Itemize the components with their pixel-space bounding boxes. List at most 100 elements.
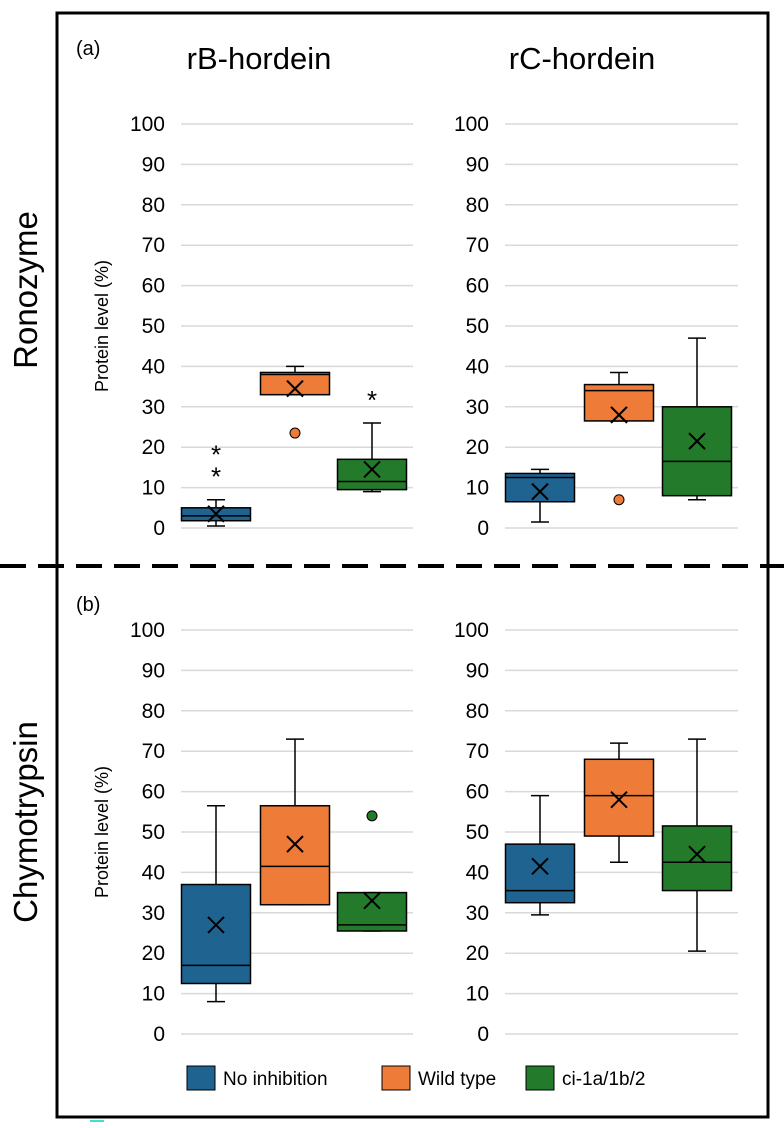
y-tick-label: 50 (142, 821, 165, 844)
y-tick-label: 80 (142, 700, 165, 723)
y-tick-label: 90 (142, 659, 165, 682)
significance-marker: * (211, 462, 221, 492)
row-label-chymotrypsin: Chymotrypsin (7, 721, 44, 923)
legend-swatch-wild-type (381, 1065, 411, 1091)
y-axis-label: Protein level (%) (92, 260, 112, 392)
y-tick-label: 60 (142, 275, 165, 298)
outlier-point (289, 427, 301, 439)
box-body (661, 406, 733, 497)
mean-marker (363, 891, 381, 910)
y-tick-label: 10 (466, 477, 489, 500)
mean-marker (610, 790, 628, 809)
y-tick-label: 70 (142, 740, 165, 763)
y-tick-label: 10 (142, 477, 165, 500)
y-tick-label: 40 (466, 861, 489, 884)
y-tick-label: 60 (142, 781, 165, 804)
y-tick-label: 20 (142, 942, 165, 965)
y-tick-label: 0 (153, 517, 165, 540)
y-tick-label: 50 (466, 821, 489, 844)
mean-marker (286, 379, 304, 398)
box-body (180, 883, 252, 985)
legend-label-no-inhibition: No inhibition (223, 1069, 328, 1090)
legend-label-wild-type: Wild type (418, 1069, 496, 1090)
mean-marker (531, 482, 549, 501)
y-tick-label: 70 (466, 740, 489, 763)
box-body (583, 758, 655, 837)
y-tick-label: 60 (466, 781, 489, 804)
box-body (336, 458, 408, 491)
box-body (661, 825, 733, 892)
significance-marker: * (367, 385, 377, 415)
box-wild-type (259, 738, 331, 906)
box-no-inhibition (180, 498, 252, 527)
panel-label-a: (a) (76, 38, 100, 60)
outlier-point (366, 810, 378, 822)
box-wild-type (583, 371, 655, 506)
mean-marker (531, 857, 549, 876)
y-tick-label: 60 (466, 275, 489, 298)
y-tick-label: 50 (466, 315, 489, 338)
y-tick-label: 30 (142, 902, 165, 925)
y-tick-label: 100 (130, 619, 165, 642)
box-ci-1a-1b-2 (661, 337, 733, 501)
chart-chymotrypsin-rC: 0 10 20 30 40 50 60 70 80 90 100 (454, 619, 738, 1046)
y-tick-label: 100 (454, 619, 489, 642)
y-tick-label: 70 (142, 234, 165, 257)
y-tick-label: 10 (142, 983, 165, 1006)
y-tick-label: 30 (466, 902, 489, 925)
y-tick-label: 30 (466, 396, 489, 419)
panel-label-b: (b) (76, 594, 100, 616)
legend-swatch-ci (525, 1065, 555, 1091)
chart-ronozyme-rB: 0 10 20 30 40 50 60 70 80 90 100 Protein level (%) *… (92, 113, 413, 540)
y-tick-label: 80 (466, 194, 489, 217)
y-tick-label: 100 (454, 113, 489, 136)
y-tick-label: 40 (142, 355, 165, 378)
y-tick-label: 90 (466, 153, 489, 176)
box-wild-type (259, 365, 331, 439)
mean-marker (207, 505, 225, 523)
mean-marker (688, 845, 706, 863)
column-title-rC: rC-hordein (509, 41, 655, 76)
y-tick-label: 80 (466, 700, 489, 723)
y-tick-label: 0 (477, 517, 489, 540)
box-ci-1a-1b-2 (336, 810, 408, 932)
significance-marker: * (211, 440, 221, 470)
mean-marker (610, 406, 628, 424)
mean-marker (207, 916, 225, 934)
y-tick-label: 40 (142, 861, 165, 884)
y-tick-label: 90 (142, 153, 165, 176)
y-tick-label: 20 (142, 436, 165, 459)
box-ci-1a-1b-2 (336, 422, 408, 493)
chart-ronozyme-rC: 0 10 20 30 40 50 60 70 80 90 100 (454, 113, 738, 540)
y-tick-label: 20 (466, 942, 489, 965)
y-axis-label: Protein level (%) (92, 766, 112, 898)
mean-marker (286, 835, 304, 853)
chart-chymotrypsin-rB: 0 10 20 30 40 50 60 70 80 90 100 Protein level (%) (92, 619, 413, 1046)
box-no-inhibition (504, 468, 576, 523)
box-body (259, 371, 331, 396)
y-tick-label: 80 (142, 194, 165, 217)
y-tick-label: 100 (130, 113, 165, 136)
box-body (259, 804, 331, 906)
mean-marker (688, 432, 706, 450)
y-tick-label: 20 (466, 436, 489, 459)
y-tick-label: 50 (142, 315, 165, 338)
y-tick-label: 30 (142, 396, 165, 419)
box-wild-type (583, 742, 655, 864)
box-no-inhibition (504, 794, 576, 916)
legend: No inhibition Wild type ci-1a/1b/2 (186, 1065, 645, 1091)
box-no-inhibition (180, 804, 252, 1003)
legend-swatch-no-inhibition (186, 1065, 216, 1091)
y-tick-label: 10 (466, 983, 489, 1006)
legend-label-ci: ci-1a/1b/2 (562, 1069, 645, 1090)
row-label-ronozyme: Ronozyme (7, 211, 44, 369)
box-body (504, 843, 576, 904)
outlier-point (613, 494, 625, 506)
y-tick-label: 0 (477, 1023, 489, 1046)
column-title-rB: rB-hordein (187, 41, 332, 76)
y-tick-label: 90 (466, 659, 489, 682)
y-tick-label: 40 (466, 355, 489, 378)
y-tick-label: 0 (153, 1023, 165, 1046)
